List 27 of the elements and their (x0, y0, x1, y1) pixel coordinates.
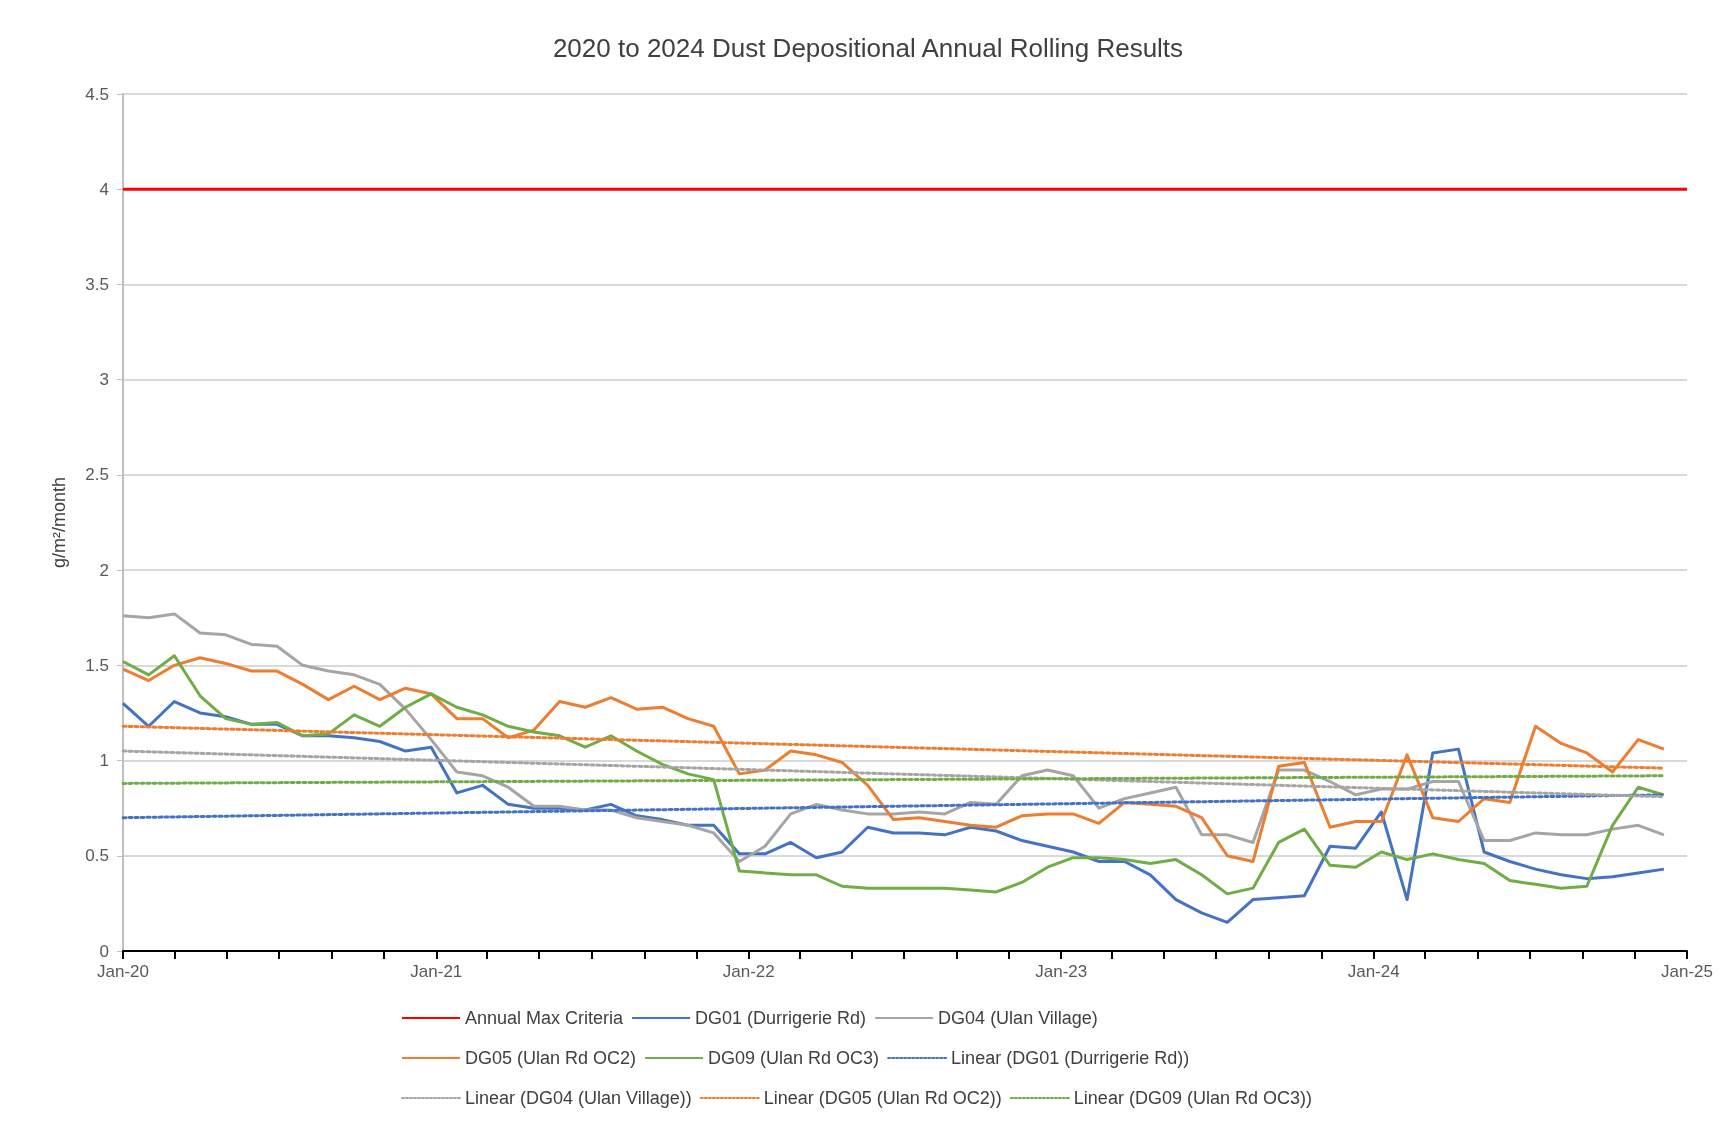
legend-label: DG09 (Ulan Rd OC3) (708, 1048, 880, 1068)
y-tick-label: 3.5 (85, 274, 109, 294)
y-axis-title: g/m²/month (49, 476, 69, 569)
x-tick-label: Jan-22 (722, 962, 775, 981)
y-tick-label: 2 (99, 560, 109, 580)
legend-label: Annual Max Criteria (465, 1008, 625, 1028)
x-tick-label: Jan-20 (97, 962, 149, 981)
x-tick-label: Jan-23 (1035, 962, 1088, 981)
y-tick-label: 2.5 (85, 465, 109, 485)
legend-label: Linear (DG09 (Ulan Rd OC3)) (1073, 1088, 1312, 1108)
y-tick-label: 4.5 (85, 84, 109, 104)
y-tick-label: 0 (99, 941, 109, 961)
legend-label: Linear (DG04 (Ulan Village)) (465, 1088, 692, 1108)
y-tick-label: 0.5 (85, 846, 109, 866)
y-tick-label: 3 (99, 370, 109, 390)
legend-label: DG04 (Ulan Village) (938, 1008, 1098, 1028)
y-tick-label: 4 (99, 179, 109, 199)
x-tick-label: Jan-24 (1347, 962, 1400, 981)
x-tick-label: Jan-21 (410, 962, 463, 981)
legend-label: DG01 (Durrigerie Rd) (695, 1008, 867, 1028)
y-tick-label: 1.5 (85, 655, 109, 675)
chart-title: 2020 to 2024 Dust Depositional Annual Rolling Results (552, 33, 1184, 63)
legend-label: Linear (DG01 (Durrigerie Rd)) (951, 1048, 1190, 1068)
legend-label: DG05 (Ulan Rd OC2) (465, 1048, 637, 1068)
y-tick-label: 1 (99, 751, 109, 771)
legend-label: Linear (DG05 (Ulan Rd OC2)) (763, 1088, 1002, 1108)
x-tick-label: Jan-25 (1661, 962, 1713, 981)
